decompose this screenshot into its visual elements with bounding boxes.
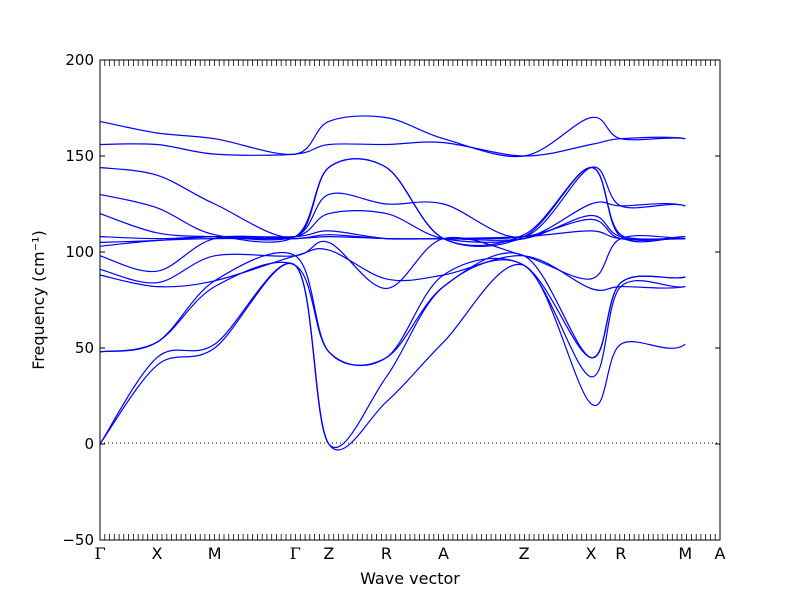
kpoint-label: R xyxy=(381,544,392,563)
y-tick-label: 100 xyxy=(65,243,94,261)
kpoint-label: M xyxy=(678,544,692,563)
y-tick-label: 50 xyxy=(75,339,94,357)
kpoint-label: Z xyxy=(519,544,530,563)
kpoint-label: X xyxy=(586,544,597,563)
x-axis-label: Wave vector xyxy=(360,569,460,588)
kpoint-label: Γ xyxy=(290,544,301,563)
band-line-4 xyxy=(99,251,686,366)
kpoint-label: A xyxy=(715,544,726,563)
y-axis-label: Frequency (cm⁻¹) xyxy=(29,230,48,369)
y-tick-label: 150 xyxy=(65,147,94,165)
y-tick-label: 0 xyxy=(84,435,94,453)
kpoint-label: A xyxy=(438,544,449,563)
band-lines xyxy=(99,115,686,451)
band-line-6 xyxy=(99,234,686,290)
band-line-15 xyxy=(99,115,686,158)
band-line-5 xyxy=(99,248,686,291)
kpoint-label: R xyxy=(615,544,626,563)
y-tick-label: −50 xyxy=(62,531,94,549)
band-line-13 xyxy=(99,158,686,247)
kpoint-label: M xyxy=(208,544,222,563)
band-line-1 xyxy=(99,262,686,451)
band-line-14 xyxy=(99,136,686,157)
band-line-2 xyxy=(99,259,686,448)
y-tick-label: 200 xyxy=(65,51,94,69)
plot-frame xyxy=(99,59,721,541)
y-axis-ticks: 200 150 100 50 0 −50 xyxy=(62,51,720,549)
kpoint-label: X xyxy=(152,544,163,563)
kpoint-label: Z xyxy=(323,544,334,563)
band-line-11 xyxy=(99,166,686,241)
kpoint-label: Γ xyxy=(94,544,105,563)
kpoint-ticks xyxy=(99,60,721,540)
